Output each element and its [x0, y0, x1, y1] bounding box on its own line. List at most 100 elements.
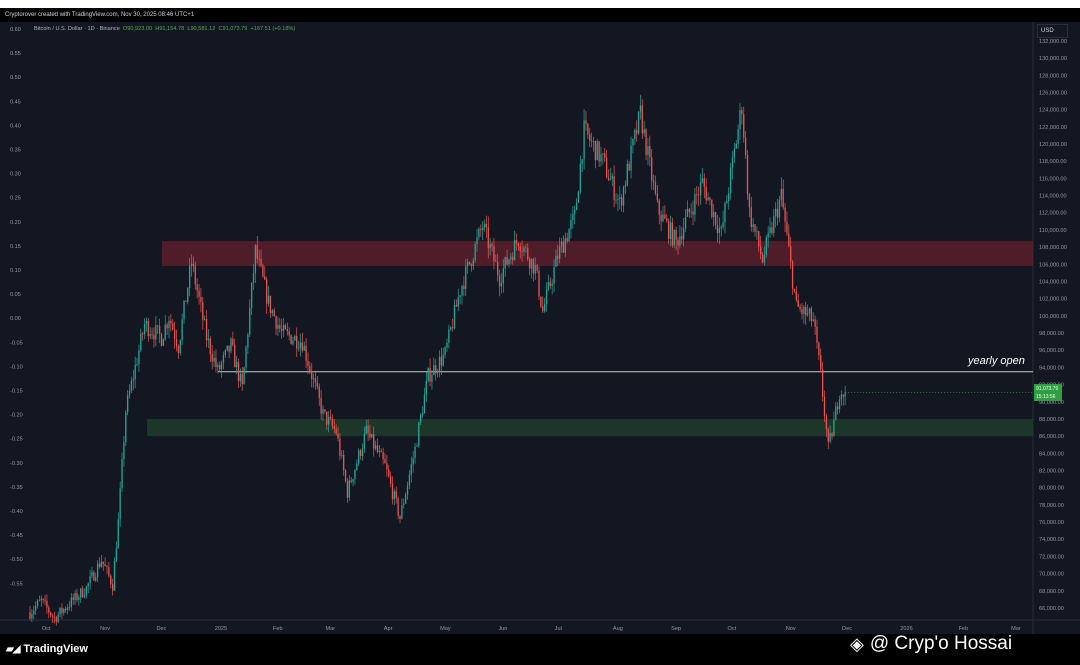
candle-body	[369, 433, 371, 438]
candle-body	[234, 344, 236, 368]
candle-body	[816, 326, 818, 343]
candle-body	[331, 418, 334, 426]
candle-body	[406, 485, 409, 495]
candle-body	[821, 369, 824, 397]
candle-body	[630, 145, 632, 171]
candle-body	[393, 491, 396, 500]
candle-body	[384, 459, 386, 464]
candle-body	[181, 319, 183, 341]
candle-body	[673, 229, 675, 246]
currency-selector[interactable]: USD	[1037, 24, 1068, 38]
candle-body	[835, 406, 837, 421]
candle-body	[679, 236, 681, 246]
candle-body	[543, 304, 546, 312]
candle-body	[611, 176, 613, 179]
candle-body	[361, 448, 364, 456]
candle-body	[729, 167, 732, 194]
candle-body	[378, 450, 381, 452]
candle-body	[737, 128, 739, 144]
candle-body	[408, 474, 411, 486]
candle-body	[249, 307, 251, 335]
price-tick-label: 120,000.00	[1039, 142, 1067, 148]
candle-body	[840, 394, 843, 400]
candle-body	[649, 146, 651, 158]
candle-body	[628, 163, 630, 171]
candle-body	[222, 354, 225, 363]
candle-body	[162, 339, 165, 346]
candle-body	[818, 342, 820, 356]
candle-body	[609, 178, 612, 181]
candle-body	[164, 324, 166, 340]
candle-body	[70, 597, 72, 608]
candle-body	[838, 399, 841, 410]
candle-body	[587, 123, 589, 135]
candle-body	[590, 140, 593, 142]
candle-body	[311, 371, 313, 380]
candle-body	[833, 420, 835, 437]
left-tick-label: 0.45	[10, 99, 21, 105]
candle-body	[733, 148, 736, 158]
candle-body	[803, 307, 805, 315]
price-tick-label: 84,000.00	[1039, 451, 1064, 457]
candle-body	[252, 272, 255, 283]
candle-body	[410, 464, 412, 475]
candle-body	[350, 480, 352, 483]
candle-body	[267, 295, 270, 304]
time-tick-label: Aug	[613, 626, 623, 632]
candle-body	[354, 469, 356, 480]
tradingview-logo[interactable]: ▰◢ TradingView	[6, 641, 88, 657]
candle-body	[450, 327, 452, 330]
candle-body	[314, 378, 317, 383]
candle-body	[752, 224, 754, 227]
price-tick-label: 94,000.00	[1039, 365, 1064, 371]
candle-body	[190, 263, 193, 267]
candle-body	[613, 176, 615, 200]
candle-body	[485, 224, 488, 228]
left-tick-label: -0.55	[10, 581, 23, 587]
candle-body	[478, 228, 480, 238]
candle-body	[656, 193, 659, 201]
candle-body	[301, 342, 304, 351]
last-price-value: 91,073.79	[1036, 386, 1059, 392]
candle-body	[192, 263, 195, 266]
candle-body	[273, 310, 275, 317]
candle-body	[239, 373, 242, 382]
candle-body	[771, 227, 773, 233]
candle-body	[418, 422, 420, 446]
candle-body	[461, 285, 463, 296]
candle-body	[68, 607, 71, 608]
resistance-zone	[162, 241, 1033, 267]
candle-body	[707, 197, 709, 201]
candle-body	[530, 258, 533, 269]
chart-area[interactable]: 132,000.00 130,000.00 128,000.00 126,000.00…	[0, 22, 1080, 634]
candle-body	[34, 606, 37, 611]
candle-body	[256, 245, 258, 259]
left-tick-label: 0.60	[10, 27, 21, 33]
candle-body	[500, 283, 503, 287]
candle-body	[44, 599, 46, 601]
candle-body	[183, 300, 185, 320]
candle-body	[145, 321, 148, 325]
candle-body	[491, 244, 493, 247]
candle-body	[326, 411, 328, 425]
candle-body	[237, 361, 240, 382]
candle-body	[444, 347, 446, 355]
candle-body	[341, 455, 343, 456]
candle-body	[585, 120, 587, 124]
candle-body	[468, 261, 471, 264]
candlestick-chart[interactable]: 132,000.00 130,000.00 128,000.00 126,000.00…	[0, 22, 1080, 634]
candle-body	[324, 409, 326, 412]
time-tick-label: Jun	[498, 626, 507, 632]
left-tick-label: 0.25	[10, 196, 21, 202]
candle-body	[51, 615, 54, 617]
candle-body	[194, 265, 196, 285]
candle-body	[93, 572, 95, 581]
candle-body	[158, 325, 161, 335]
support-zone	[147, 418, 1033, 437]
candle-body	[442, 354, 444, 366]
candle-body	[756, 231, 758, 233]
candle-body	[66, 607, 69, 611]
candle-body	[241, 373, 243, 385]
candle-body	[57, 614, 59, 622]
candle-body	[435, 365, 437, 374]
